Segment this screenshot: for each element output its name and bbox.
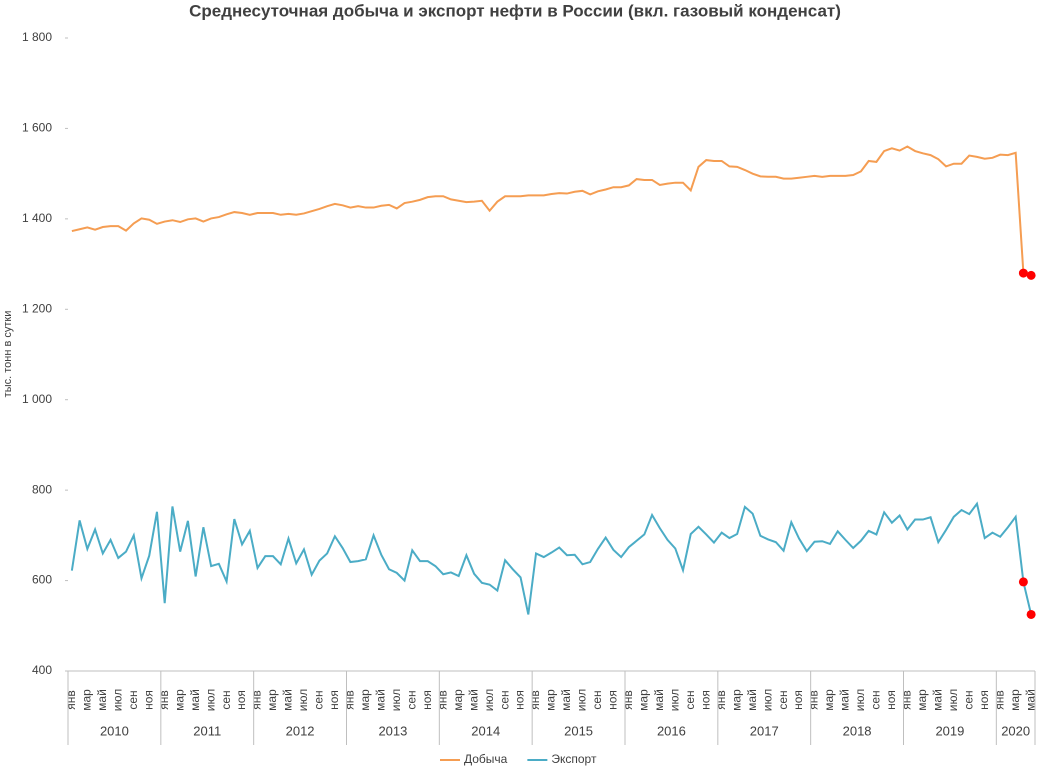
x-tick-label: янв — [621, 690, 635, 710]
x-tick-label: сен — [776, 690, 790, 709]
x-tick-label: сен — [961, 690, 975, 709]
x-tick-label: мар — [1008, 689, 1022, 711]
x-tick-label: май — [652, 689, 666, 711]
year-label: 2015 — [564, 723, 593, 738]
x-tick-label: мар — [358, 689, 372, 711]
highlight-point — [1018, 577, 1028, 587]
x-tick-label: сен — [219, 690, 233, 709]
series-line — [71, 145, 1032, 277]
x-tick-label: мар — [822, 689, 836, 711]
x-tick-label: мар — [637, 689, 651, 711]
x-tick-label: сен — [497, 690, 511, 709]
x-tick-label: май — [1023, 689, 1037, 711]
x-tick-label: янв — [992, 690, 1006, 710]
x-tick-label: июл — [389, 689, 403, 711]
year-label: 2017 — [750, 723, 779, 738]
x-tick-label: сен — [590, 690, 604, 709]
x-tick-label: мар — [451, 689, 465, 711]
x-tick-label: сен — [312, 690, 326, 709]
y-tick-label: 1 800 — [22, 30, 52, 44]
x-tick-label: ноя — [327, 690, 341, 710]
x-tick-label: июл — [203, 689, 217, 711]
year-label: 2014 — [471, 723, 500, 738]
x-tick-label: ноя — [698, 690, 712, 710]
x-tick-label: июл — [575, 689, 589, 711]
x-tick-label: ноя — [977, 690, 991, 710]
year-label: 2012 — [286, 723, 315, 738]
highlight-point — [1026, 270, 1036, 280]
year-label: 2018 — [843, 723, 872, 738]
x-tick-label: май — [466, 689, 480, 711]
x-tick-label: сен — [126, 690, 140, 709]
year-label: 2013 — [378, 723, 407, 738]
x-tick-label: ноя — [606, 690, 620, 710]
year-label: 2011 — [193, 723, 221, 738]
y-tick-label: 1 400 — [22, 211, 52, 225]
x-tick-label: янв — [807, 690, 821, 710]
x-tick-label: июл — [296, 689, 310, 711]
y-tick-label: 1 200 — [22, 301, 52, 315]
x-tick-label: ноя — [791, 690, 805, 710]
x-tick-label: май — [95, 689, 109, 711]
x-tick-label: июл — [667, 689, 681, 711]
x-tick-label: мар — [265, 689, 279, 711]
legend-label: Добыча — [464, 752, 508, 766]
x-tick-label: июл — [946, 689, 960, 711]
x-tick-label: ноя — [884, 690, 898, 710]
x-tick-label: ноя — [420, 690, 434, 710]
x-tick-label: июл — [760, 689, 774, 711]
y-tick-label: 600 — [32, 573, 52, 587]
x-tick-label: сен — [683, 690, 697, 709]
y-tick-label: 1 000 — [22, 392, 52, 406]
series-line — [70, 501, 1033, 615]
x-tick-label: янв — [64, 690, 78, 710]
x-tick-label: мар — [915, 689, 929, 711]
x-tick-label: мар — [729, 689, 743, 711]
x-tick-label: май — [838, 689, 852, 711]
y-axis-label: тыс. тонн в сутки — [2, 311, 14, 398]
x-tick-label: янв — [714, 690, 728, 710]
y-tick-label: 800 — [32, 482, 52, 496]
x-tick-label: июл — [853, 689, 867, 711]
x-tick-label: янв — [250, 690, 264, 710]
x-tick-label: мар — [80, 689, 94, 711]
x-tick-label: май — [745, 689, 759, 711]
x-tick-label: май — [281, 689, 295, 711]
highlight-point — [1018, 268, 1028, 278]
x-tick-label: май — [930, 689, 944, 711]
year-label: 2020 — [1001, 723, 1030, 738]
x-tick-label: ноя — [234, 690, 248, 710]
x-tick-label: сен — [869, 690, 883, 709]
x-tick-label: янв — [435, 690, 449, 710]
highlight-point — [1026, 609, 1036, 619]
x-tick-label: июл — [482, 689, 496, 711]
year-label: 2016 — [657, 723, 686, 738]
x-tick-label: янв — [528, 690, 542, 710]
y-tick-label: 400 — [32, 663, 52, 677]
legend-label: Экспорт — [551, 752, 597, 766]
year-label: 2010 — [100, 723, 129, 738]
chart-title: Среднесуточная добыча и экспорт нефти в … — [189, 1, 841, 20]
x-tick-label: янв — [343, 690, 357, 710]
y-tick-label: 1 600 — [22, 121, 52, 135]
x-tick-label: июл — [110, 689, 124, 711]
x-tick-label: май — [188, 689, 202, 711]
x-tick-label: май — [559, 689, 573, 711]
x-tick-label: ноя — [513, 690, 527, 710]
x-tick-label: янв — [157, 690, 171, 710]
x-tick-label: мар — [544, 689, 558, 711]
x-tick-label: сен — [404, 690, 418, 709]
x-tick-label: май — [373, 689, 387, 711]
year-label: 2019 — [935, 723, 964, 738]
x-tick-label: янв — [900, 690, 914, 710]
x-tick-label: мар — [172, 689, 186, 711]
x-tick-label: ноя — [141, 690, 155, 710]
